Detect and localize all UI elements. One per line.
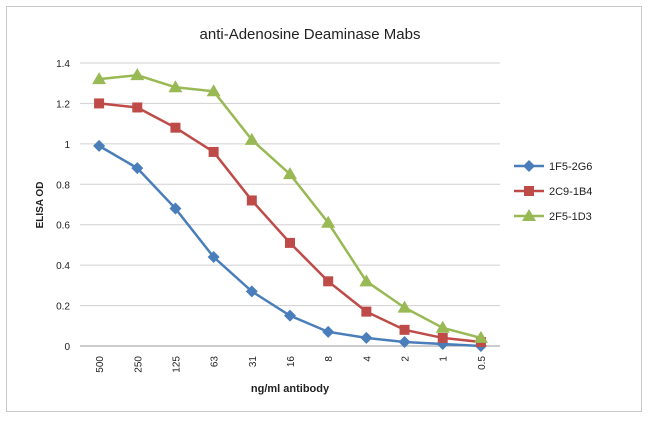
legend-label: 2C9-1B4: [549, 186, 592, 198]
x-tick-label: 63: [210, 356, 221, 368]
data-point: [130, 68, 145, 81]
y-tick-label: 0: [64, 342, 70, 353]
legend-label: 2F5-1D3: [549, 211, 592, 223]
data-point: [284, 309, 296, 322]
data-point: [360, 331, 373, 344]
data-point: [206, 84, 221, 97]
y-tick-label: 0.4: [56, 261, 70, 272]
data-point: [94, 98, 105, 109]
data-point: [169, 202, 182, 215]
series-line-2C9-1B4: [98, 102, 482, 344]
data-point: [92, 72, 107, 85]
x-tick-label: 1: [439, 356, 450, 362]
x-tick-label: 4: [362, 356, 373, 362]
y-tick-label: 0.2: [56, 302, 70, 313]
data-point: [397, 300, 412, 313]
data-point: [524, 186, 534, 196]
y-tick-label: 0.6: [56, 221, 70, 232]
data-point: [246, 195, 257, 206]
x-tick-label: 250: [133, 356, 144, 373]
data-point: [473, 330, 488, 343]
x-tick-label: 2: [401, 356, 412, 362]
x-axis-label: ng/ml antibody: [251, 383, 330, 395]
x-tick-label: 31: [248, 356, 259, 368]
data-point: [359, 274, 374, 287]
data-point: [322, 325, 335, 338]
series-line-2F5-1D3: [98, 73, 482, 340]
data-point: [283, 167, 297, 180]
data-point: [208, 146, 219, 157]
data-point: [323, 276, 334, 287]
x-tick-label: 16: [286, 356, 297, 368]
data-point: [361, 306, 372, 317]
y-tick-label: 0.8: [56, 180, 70, 191]
y-tick-label: 1.2: [56, 99, 70, 110]
data-point: [285, 237, 295, 248]
data-point: [435, 320, 450, 333]
data-point: [170, 122, 181, 133]
data-point: [93, 139, 106, 152]
data-point: [398, 335, 411, 348]
y-axis-label: ELISA OD: [35, 182, 46, 229]
chart-frame: [6, 6, 642, 412]
legend-label: 1F5-2G6: [549, 161, 592, 173]
data-point: [131, 162, 144, 175]
x-tick-label: 500: [95, 356, 106, 373]
data-point: [168, 80, 183, 93]
data-point: [244, 132, 259, 145]
x-tick-label: 0.5: [477, 356, 488, 370]
x-tick-label: 8: [324, 356, 335, 362]
data-point: [523, 160, 535, 172]
data-point: [437, 332, 448, 343]
x-tick-label: 125: [171, 356, 182, 373]
data-point: [245, 285, 258, 298]
data-point: [132, 102, 143, 113]
data-point: [207, 251, 220, 264]
data-point: [399, 324, 410, 335]
chart-title: anti-Adenosine Deaminase Mabs: [200, 26, 421, 43]
y-tick-label: 1.4: [56, 59, 70, 70]
y-tick-label: 1: [64, 140, 70, 151]
data-point: [522, 209, 536, 221]
data-point: [321, 215, 336, 228]
